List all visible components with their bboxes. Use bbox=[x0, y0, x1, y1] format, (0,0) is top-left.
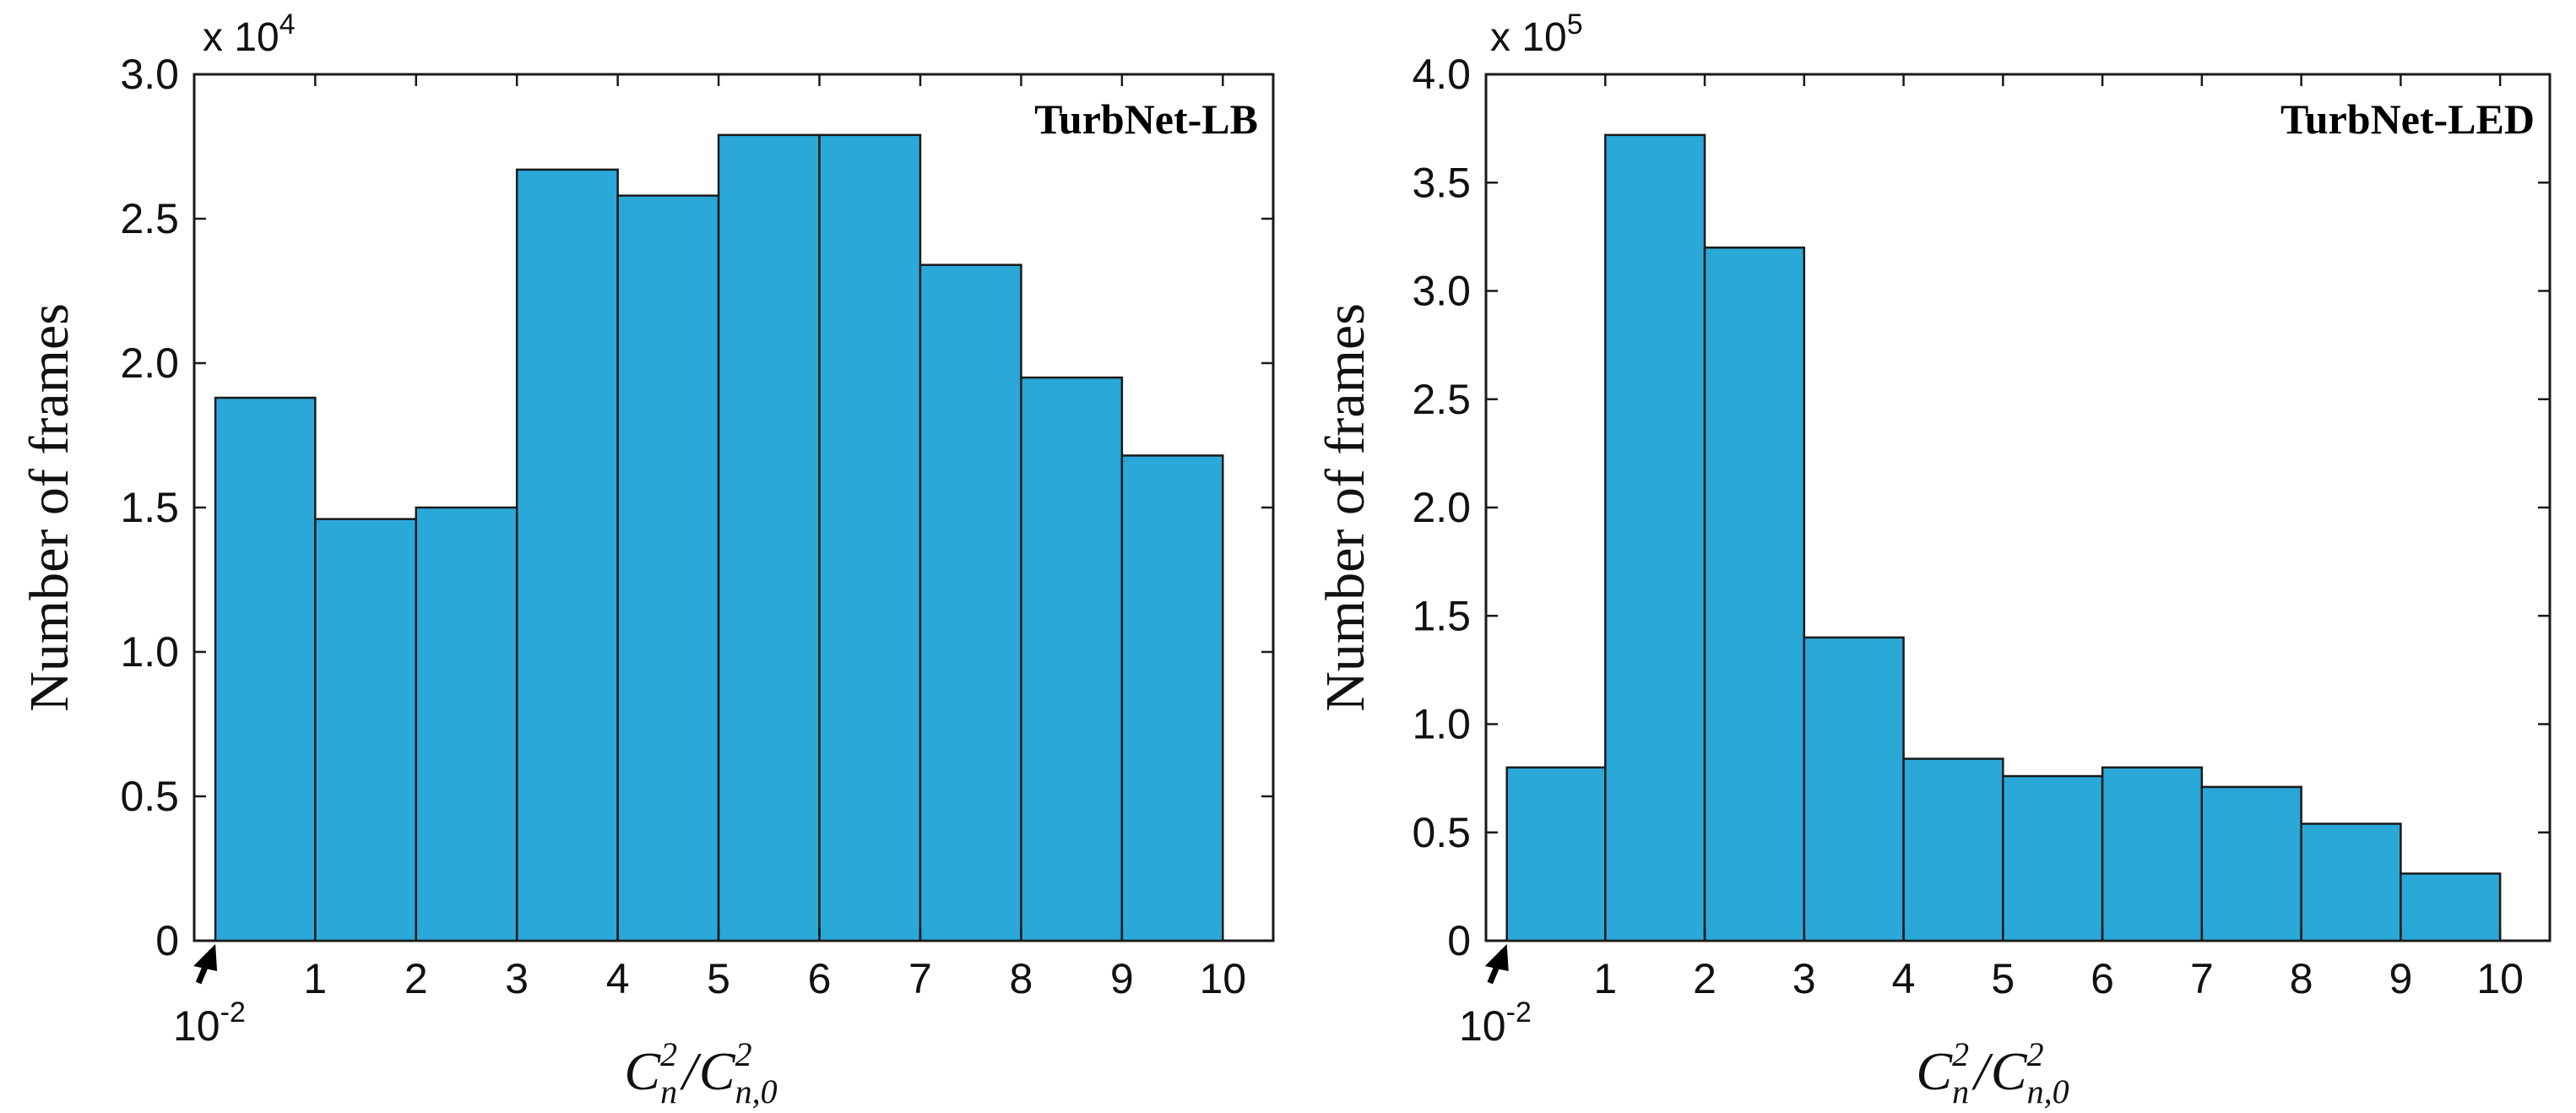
histogram-bar-2 bbox=[1604, 133, 1706, 942]
histogram-bar-1 bbox=[214, 396, 317, 942]
start-arrow-head-icon bbox=[193, 944, 218, 971]
histogram-bar-9 bbox=[2300, 823, 2402, 942]
x-tick-label: 9 bbox=[1110, 955, 1134, 1002]
x-tick-label: 4 bbox=[1892, 955, 1916, 1002]
x-tick-label: 4 bbox=[606, 955, 630, 1002]
x-tick-label: 5 bbox=[707, 955, 730, 1002]
y-tick-label: 0 bbox=[155, 917, 179, 964]
chart-panel-1: 0 0.5 1.0 1.5 2.0 2.5 3.0 1 2 3 4 5 6 7 8 9 10 10-2 x 104 T… bbox=[19, 8, 1275, 1110]
y-tick-label: 1.0 bbox=[1412, 701, 1471, 748]
x-tick-label: 10 bbox=[2476, 955, 2524, 1002]
x-tick-label: 3 bbox=[1792, 955, 1816, 1002]
x-start-label: 10-2 bbox=[1459, 996, 1532, 1050]
histogram-bar-5 bbox=[1902, 757, 2004, 942]
histogram-bar-3 bbox=[1703, 246, 1806, 942]
x-tick-label: 10 bbox=[1199, 955, 1246, 1002]
x-axis-title: C2 n/C2 n,0 bbox=[1916, 1035, 2069, 1110]
histogram-bar-6 bbox=[2002, 774, 2104, 942]
histogram-bar-4 bbox=[1803, 636, 1905, 942]
histogram-bar-6 bbox=[717, 133, 821, 942]
y-tick-label: 1.5 bbox=[1412, 592, 1471, 639]
x-tick-label: 9 bbox=[2389, 955, 2412, 1002]
x-tick-label: 5 bbox=[1991, 955, 2015, 1002]
chart-title: TurbNet-LB bbox=[1034, 95, 1258, 143]
histogram-bar-5 bbox=[616, 194, 720, 942]
y-tick-label: 3.0 bbox=[1412, 268, 1471, 315]
x-start-label: 10-2 bbox=[173, 996, 246, 1050]
histogram-bar-7 bbox=[818, 133, 922, 942]
x-tick-label: 2 bbox=[1693, 955, 1716, 1002]
y-tick-label: 2.0 bbox=[120, 339, 179, 387]
chart-title: TurbNet-LED bbox=[2280, 95, 2535, 143]
histogram-bar-7 bbox=[2101, 766, 2204, 942]
histogram-bar-10 bbox=[2400, 872, 2502, 942]
histogram-bar-1 bbox=[1505, 766, 1607, 942]
histogram-bar-9 bbox=[1020, 376, 1124, 942]
x-tick-label: 8 bbox=[2290, 955, 2313, 1002]
y-axis-title: Number of frames bbox=[1315, 303, 1376, 712]
x-tick-label: 7 bbox=[2190, 955, 2214, 1002]
start-arrow-head-icon bbox=[1484, 944, 1509, 971]
x-tick-label: 6 bbox=[808, 955, 832, 1002]
y-multiplier: x 105 bbox=[1490, 8, 1583, 60]
y-axis-title: Number of frames bbox=[19, 303, 80, 712]
x-tick-label: 3 bbox=[505, 955, 529, 1002]
x-tick-label: 7 bbox=[908, 955, 932, 1002]
x-tick-label: 2 bbox=[404, 955, 428, 1002]
x-tick-label: 1 bbox=[1593, 955, 1617, 1002]
y-tick-label: 1.0 bbox=[120, 628, 179, 676]
y-tick-label: 3.0 bbox=[120, 51, 179, 98]
histogram-bar-8 bbox=[2200, 785, 2302, 942]
y-tick-label: 2.5 bbox=[120, 195, 179, 242]
y-tick-label: 3.5 bbox=[1412, 159, 1471, 206]
histogram-bar-8 bbox=[919, 263, 1022, 942]
histogram-bar-3 bbox=[415, 506, 518, 942]
y-tick-label: 0.5 bbox=[120, 773, 179, 820]
y-tick-label: 2.0 bbox=[1412, 484, 1471, 531]
y-tick-label: 1.5 bbox=[120, 484, 179, 531]
y-tick-label: 0.5 bbox=[1412, 809, 1471, 856]
histogram-bar-2 bbox=[314, 518, 418, 942]
x-tick-label: 8 bbox=[1009, 955, 1033, 1002]
y-multiplier: x 104 bbox=[203, 8, 296, 60]
histogram-bar-4 bbox=[515, 168, 619, 942]
x-axis-title: C2 n/C2 n,0 bbox=[624, 1035, 777, 1110]
y-tick-label: 4.0 bbox=[1412, 51, 1471, 98]
y-tick-label: 0 bbox=[1447, 917, 1471, 964]
histogram-bar-10 bbox=[1120, 454, 1224, 942]
y-tick-label: 2.5 bbox=[1412, 376, 1471, 423]
x-tick-label: 6 bbox=[2091, 955, 2114, 1002]
x-tick-label: 1 bbox=[303, 955, 327, 1002]
chart-panel-2: 0 0.5 1.0 1.5 2.0 2.5 3.0 3.5 4.0 1 2 3 4 5 6 7 8 9 10 10-2… bbox=[1315, 8, 2552, 1110]
